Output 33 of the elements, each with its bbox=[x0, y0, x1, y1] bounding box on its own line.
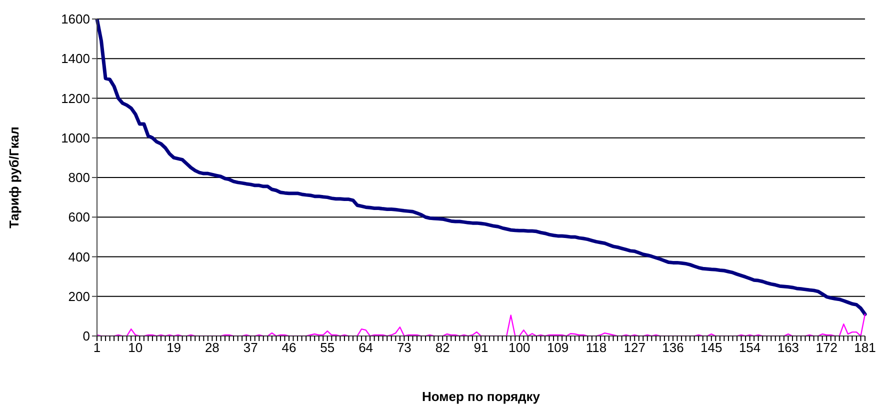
x-tick-label: 64 bbox=[358, 340, 374, 356]
x-tick-label: 91 bbox=[474, 340, 488, 356]
x-tick-label: 100 bbox=[508, 340, 530, 356]
y-tick-label: 1200 bbox=[61, 90, 90, 106]
line-series bbox=[95, 19, 867, 316]
y-axis-title: Тариф руб/Гкал bbox=[6, 126, 22, 228]
x-tick-label: 1 bbox=[93, 340, 101, 356]
x-axis-title: Номер по порядку bbox=[422, 389, 541, 404]
x-tick-label: 154 bbox=[738, 340, 761, 356]
x-tick-label: 28 bbox=[204, 340, 220, 356]
y-tick-label: 400 bbox=[68, 249, 90, 264]
y-tick-label: 200 bbox=[68, 288, 90, 304]
x-tick-label: 82 bbox=[435, 340, 450, 356]
x-tick-label: 172 bbox=[816, 340, 838, 356]
x-tick-label: 10 bbox=[128, 340, 143, 356]
x-tick-label: 55 bbox=[320, 340, 335, 356]
x-tick-label: 118 bbox=[586, 340, 607, 356]
x-tick-label: 127 bbox=[624, 340, 646, 356]
y-tick-label: 600 bbox=[68, 210, 90, 225]
y-tick-label: 1000 bbox=[61, 130, 90, 146]
y-tick-label: 0 bbox=[82, 328, 90, 344]
y-tick-label: 1400 bbox=[61, 51, 90, 66]
x-tick-label: 46 bbox=[282, 340, 296, 356]
x-tick-label: 19 bbox=[166, 340, 182, 356]
x-tick-label: 181 bbox=[854, 340, 876, 356]
x-tick-label: 37 bbox=[243, 340, 258, 356]
x-tick-label: 73 bbox=[396, 340, 412, 356]
x-tick-label: 136 bbox=[662, 340, 684, 356]
x-tick-label: 163 bbox=[777, 340, 800, 356]
x-tick-label: 109 bbox=[546, 340, 569, 356]
y-tick-label: 800 bbox=[68, 170, 90, 186]
y-tick-label: 1600 bbox=[61, 12, 90, 27]
x-tick-label: 145 bbox=[700, 340, 722, 356]
